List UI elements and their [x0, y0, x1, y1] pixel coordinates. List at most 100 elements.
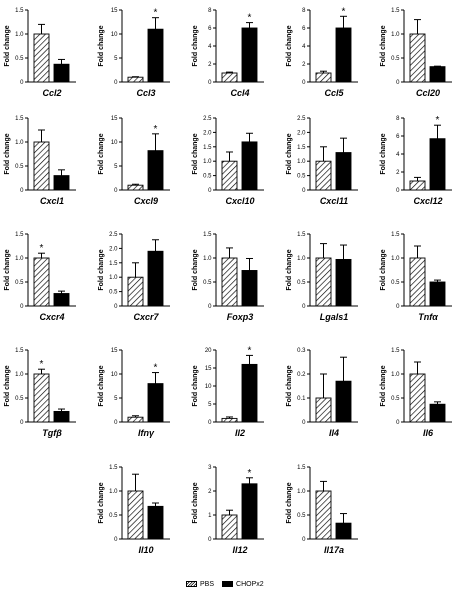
y-tick-label-cxcl10: 2.5: [203, 116, 212, 122]
y-tick-label-ccl3: 0: [114, 80, 118, 86]
gene-label-cxcl9: Cxcl9: [134, 196, 158, 206]
legend-label-pbs: PBS: [200, 580, 215, 588]
y-tick-label-il2: 5: [208, 402, 212, 408]
y-tick-label-lgals1: 1.0: [297, 256, 306, 262]
y-tick-label-foxp3: 1.5: [203, 232, 212, 238]
panel-cxcl9: 0 5 10 15 Fold change * Cxcl9: [98, 116, 170, 206]
y-tick-label-cxcl11: 1.5: [297, 145, 306, 151]
y-tick-label-lgals1: 0.5: [297, 280, 306, 286]
y-tick-label-cxcl11: 2.0: [297, 130, 306, 136]
gene-label-lgals1: Lgals1: [320, 312, 349, 322]
y-axis-label-cxcl9: Fold change: [98, 133, 105, 174]
y-tick-label-cxcr7: 2.5: [109, 232, 118, 238]
y-tick-label-il4: 0: [302, 420, 306, 426]
y-tick-label-ccl4: 2: [208, 62, 212, 68]
gene-label-ccl20: Ccl20: [416, 88, 440, 98]
y-axis-label-ccl2: Fold change: [4, 25, 11, 66]
bar-cxcl11-chopx2: [335, 152, 352, 191]
y-tick-label-il12: 3: [208, 465, 212, 471]
panel-ccl2: 0 0.5 1.0 1.5 Fold change Ccl2: [4, 8, 76, 98]
y-tick-label-tgf-: 1.5: [15, 348, 24, 354]
y-tick-label-tnf-: 0: [396, 304, 400, 310]
y-tick-label-cxcl1: 0: [20, 188, 24, 194]
bar-cxcl1-pbs: [33, 141, 50, 191]
y-tick-label-ccl20: 1.5: [391, 8, 400, 14]
y-tick-label-cxcr7: 0.5: [109, 290, 118, 296]
significance-star-ccl3: *: [154, 8, 158, 19]
y-tick-label-cxcr4: 0: [20, 304, 24, 310]
y-tick-label-cxcr4: 0.5: [15, 280, 24, 286]
bar-il6-pbs: [409, 373, 426, 423]
y-tick-label-cxcl10: 0: [208, 188, 212, 194]
y-tick-label-ccl3: 5: [114, 56, 118, 62]
bar-cxcr7-chopx2: [147, 250, 164, 307]
y-tick-label-ifn-: 15: [111, 348, 118, 354]
y-tick-label-ccl3: 10: [111, 32, 118, 38]
y-tick-label-il17a: 0: [302, 537, 306, 543]
y-tick-label-il6: 1.5: [391, 348, 400, 354]
y-tick-label-il10: 1.5: [109, 465, 118, 471]
bar-ccl3-chopx2: [147, 28, 164, 83]
y-tick-label-cxcr7: 1.0: [109, 275, 118, 281]
y-tick-label-foxp3: 0: [208, 304, 212, 310]
bar-foxp3-pbs: [221, 257, 238, 307]
bar-il4-chopx2: [335, 380, 352, 423]
gene-label-ifn-: Ifnγ: [138, 428, 155, 438]
y-tick-label-cxcl1: 0.5: [15, 164, 24, 170]
panel-ccl5: 0 2 4 6 8 Fold change * Ccl5: [286, 6, 358, 98]
y-axis-label-foxp3: Fold change: [192, 249, 199, 290]
y-tick-label-il12: 1: [208, 513, 212, 519]
bar-cxcr7-pbs: [127, 276, 144, 307]
y-tick-label-ccl2: 1.5: [15, 8, 24, 14]
bar-cxcl11-pbs: [315, 160, 332, 191]
y-tick-label-il10: 0: [114, 537, 118, 543]
y-tick-label-lgals1: 0: [302, 304, 306, 310]
y-tick-label-il4: 0.3: [297, 348, 306, 354]
gene-label-cxcl12: Cxcl12: [413, 196, 442, 206]
bar-ccl5-chopx2: [335, 27, 352, 83]
y-tick-label-ccl20: 1.0: [391, 32, 400, 38]
y-tick-label-ccl4: 4: [208, 44, 212, 50]
y-tick-label-il2: 15: [205, 366, 212, 372]
y-tick-label-il2: 10: [205, 384, 212, 390]
y-tick-label-cxcl12: 4: [396, 152, 400, 158]
y-tick-label-il12: 2: [208, 489, 212, 495]
bar-ccl20-pbs: [409, 33, 426, 83]
y-tick-label-cxcl9: 0: [114, 188, 118, 194]
y-axis-label-tgf-: Fold change: [4, 365, 11, 406]
y-tick-label-cxcl10: 1.0: [203, 159, 212, 165]
y-axis-label-cxcl12: Fold change: [380, 133, 387, 174]
panel-ifn-: 0 5 10 15 Fold change * Ifnγ: [98, 348, 170, 438]
panel-ccl4: 0 2 4 6 8 Fold change * Ccl4: [192, 8, 264, 98]
bar-il2-chopx2: [241, 363, 258, 423]
y-tick-label-ccl5: 2: [302, 62, 306, 68]
panel-il6: 0 0.5 1.0 1.5 Fold change Il6: [380, 348, 452, 438]
bar-ccl5-pbs: [315, 72, 332, 83]
y-tick-label-ccl2: 0.5: [15, 56, 24, 62]
bar-cxcr4-pbs: [33, 257, 50, 307]
panel-foxp3: 0 0.5 1.0 1.5 Fold change Foxp3: [192, 232, 264, 322]
y-tick-label-ccl5: 4: [302, 44, 306, 50]
significance-star-cxcl9: *: [154, 124, 158, 135]
legend-label-chopx2: CHOPx2: [236, 580, 264, 588]
bar-ccl3-pbs: [127, 76, 144, 83]
y-tick-label-cxcl12: 0: [396, 188, 400, 194]
y-tick-label-cxcl11: 2.5: [297, 116, 306, 122]
y-tick-label-cxcl10: 0.5: [203, 174, 212, 180]
significance-star-il12: *: [248, 468, 252, 479]
gene-label-cxcr7: Cxcr7: [133, 312, 159, 322]
y-tick-label-il4: 0.2: [297, 372, 306, 378]
panel-tgf-: 0 0.5 1.0 1.5 Fold change * Tgfβ: [4, 348, 76, 438]
bar-lgals1-pbs: [315, 257, 332, 307]
bar-cxcl9-chopx2: [147, 150, 164, 191]
gene-label-cxcr4: Cxcr4: [39, 312, 64, 322]
y-tick-label-cxcr7: 0: [114, 304, 118, 310]
gene-label-cxcl1: Cxcl1: [40, 196, 64, 206]
y-tick-label-il10: 1.0: [109, 489, 118, 495]
y-tick-label-il6: 0.5: [391, 396, 400, 402]
y-tick-label-foxp3: 0.5: [203, 280, 212, 286]
bar-il10-pbs: [127, 490, 144, 540]
y-axis-label-il12: Fold change: [192, 482, 199, 523]
bar-cxcl1-chopx2: [53, 175, 70, 191]
bar-foxp3-chopx2: [241, 270, 258, 307]
